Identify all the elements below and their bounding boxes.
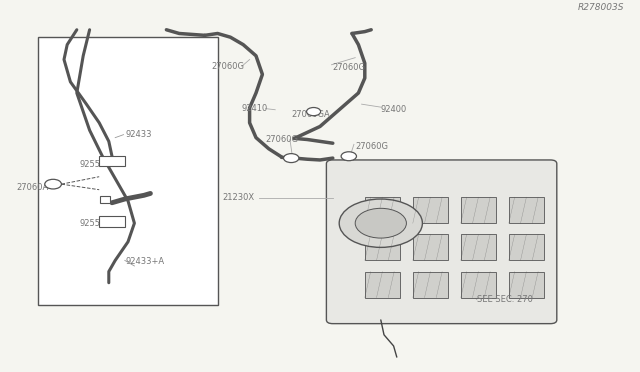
FancyBboxPatch shape xyxy=(326,160,557,324)
Bar xyxy=(413,272,448,298)
Circle shape xyxy=(307,108,321,116)
Text: 92551A: 92551A xyxy=(79,219,111,228)
Text: R278003S: R278003S xyxy=(577,3,624,12)
Text: 27060G: 27060G xyxy=(266,135,299,144)
Circle shape xyxy=(341,152,356,161)
Bar xyxy=(509,272,544,298)
Circle shape xyxy=(355,208,406,238)
Text: SEE SEC. 270: SEE SEC. 270 xyxy=(477,295,532,304)
Bar xyxy=(413,197,448,223)
Bar xyxy=(509,234,544,260)
Bar xyxy=(461,234,496,260)
Text: 92433+A: 92433+A xyxy=(125,257,164,266)
Circle shape xyxy=(284,154,299,163)
Text: 27060G: 27060G xyxy=(355,142,388,151)
Bar xyxy=(509,197,544,223)
Text: 27060GA: 27060GA xyxy=(291,110,330,119)
Text: 21230X: 21230X xyxy=(223,193,255,202)
Bar xyxy=(365,197,400,223)
Bar xyxy=(413,234,448,260)
Bar xyxy=(365,272,400,298)
Text: 92400: 92400 xyxy=(381,105,407,114)
Text: 92433: 92433 xyxy=(125,130,152,139)
Circle shape xyxy=(339,199,422,247)
Bar xyxy=(99,156,125,166)
Text: 92551A: 92551A xyxy=(79,160,111,169)
Text: 92410: 92410 xyxy=(242,104,268,113)
Text: 27060A: 27060A xyxy=(16,183,48,192)
Text: 27060G: 27060G xyxy=(333,63,366,72)
Bar xyxy=(365,234,400,260)
Bar xyxy=(461,272,496,298)
Text: 27060G: 27060G xyxy=(211,62,244,71)
Bar xyxy=(38,37,218,305)
Bar xyxy=(99,216,125,227)
Circle shape xyxy=(45,179,61,189)
Bar xyxy=(461,197,496,223)
Bar xyxy=(100,196,110,203)
